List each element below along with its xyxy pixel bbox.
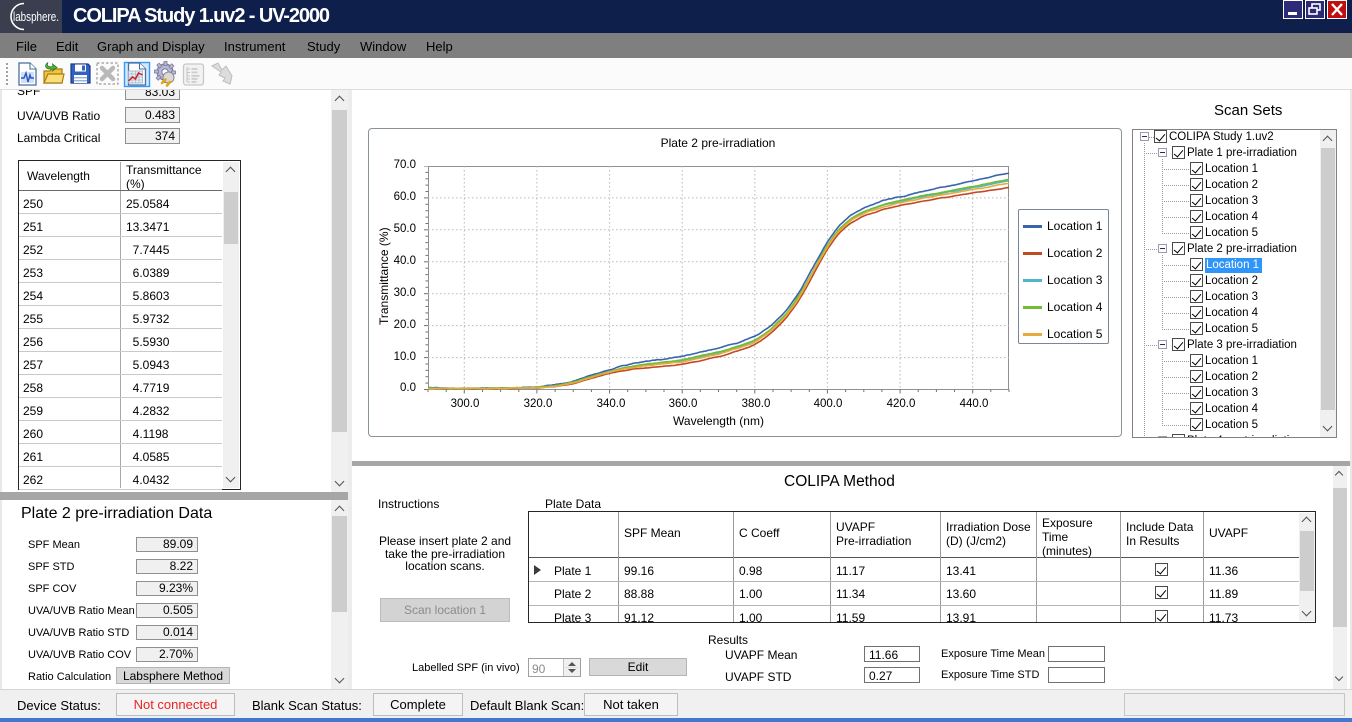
svg-text:labsphere.: labsphere.: [13, 10, 59, 24]
